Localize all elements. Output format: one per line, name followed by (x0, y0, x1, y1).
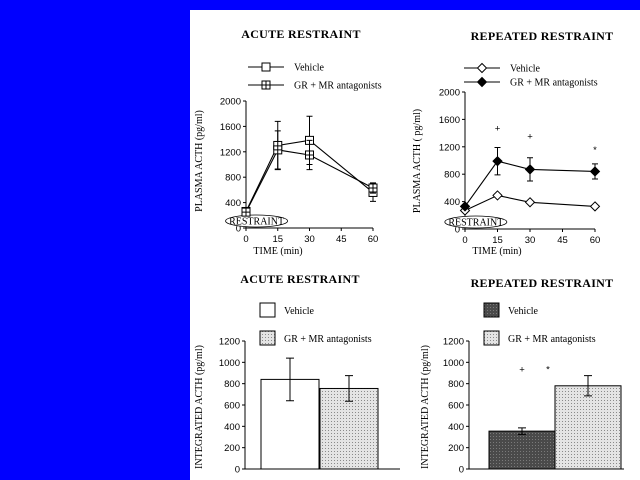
legend-label: GR + MR antagonists (284, 334, 372, 345)
y-tick-label: 600 (448, 401, 464, 412)
x-tick-label: 60 (590, 235, 601, 246)
data-point (524, 197, 536, 208)
figure-panel: ACUTE RESTRAINT PLASMA ACTH (pg/ml) TIME… (190, 10, 640, 480)
significance-mark: + (495, 123, 501, 134)
x-tick-label: 15 (272, 234, 283, 245)
y-tick-label: 2000 (220, 97, 241, 108)
data-point (492, 190, 503, 201)
legend-label: Vehicle (294, 63, 325, 74)
chart-title: ACUTE RESTRAINT (240, 272, 360, 286)
bar (488, 430, 556, 470)
chart-title: ACUTE RESTRAINT (241, 27, 361, 41)
data-point (589, 201, 601, 212)
y-axis-label: INTEGRATED ACTH (pg/ml) (194, 345, 205, 469)
y-tick-label: 0 (236, 224, 241, 235)
y-tick-label: 0 (235, 465, 240, 476)
legend-label: GR + MR antagonists (294, 81, 382, 92)
y-tick-label: 1600 (220, 122, 241, 133)
significance-mark: * (546, 365, 550, 376)
series-line (245, 149, 374, 213)
legend-label: Vehicle (510, 64, 541, 75)
y-axis-label: PLASMA ACTH (pg/ml) (194, 110, 205, 212)
repeated-bar-chart: REPEATED RESTRAINT INTEGRATED ACTH (pg/m… (420, 276, 624, 476)
y-axis-label: PLASMA ACTH ( pg/ml) (412, 109, 423, 213)
data-point (589, 166, 601, 177)
x-tick-label: 15 (492, 235, 503, 246)
y-tick-label: 800 (224, 379, 240, 390)
x-tick-label: 0 (243, 234, 248, 245)
series-line (464, 160, 596, 207)
y-tick-label: 800 (448, 379, 464, 390)
series-line (464, 194, 596, 212)
y-tick-label: 2000 (439, 88, 460, 99)
x-axis-label: TIME (min) (253, 246, 302, 257)
error-bar (518, 427, 526, 435)
y-tick-label: 600 (224, 401, 240, 412)
figure-canvas: ACUTE RESTRAINT PLASMA ACTH (pg/ml) TIME… (194, 27, 624, 476)
legend-swatch (483, 302, 500, 318)
y-axis-label: INTEGRATED ACTH (pg/ml) (420, 345, 431, 469)
x-tick-label: 45 (336, 234, 347, 245)
error-bar (584, 375, 592, 397)
y-tick-label: 1600 (439, 115, 460, 126)
legend-label: Vehicle (284, 306, 315, 317)
chart-title: REPEATED RESTRAINT (471, 276, 614, 290)
legend-swatch (483, 330, 500, 346)
legend-label: GR + MR antagonists (508, 334, 596, 345)
x-tick-label: 0 (462, 235, 467, 246)
chart-title: REPEATED RESTRAINT (471, 29, 614, 43)
data-point (524, 164, 536, 175)
y-tick-label: 0 (459, 465, 464, 476)
significance-mark: * (593, 145, 597, 156)
y-tick-label: 400 (224, 422, 240, 433)
x-tick-label: 60 (368, 234, 379, 245)
y-tick-label: 800 (225, 173, 241, 184)
acute-line-chart: ACUTE RESTRAINT PLASMA ACTH (pg/ml) TIME… (194, 27, 382, 257)
y-tick-label: 0 (455, 225, 460, 236)
data-point (459, 201, 471, 212)
y-tick-label: 1200 (443, 337, 464, 348)
y-tick-label: 1000 (443, 358, 464, 369)
restraint-ellipse (444, 215, 508, 229)
series-line (245, 139, 374, 212)
restraint-label: RESTRAINT (229, 217, 284, 228)
legend-label: GR + MR antagonists (510, 78, 598, 89)
acute-bar-chart: ACUTE RESTRAINT INTEGRATED ACTH (pg/ml) … (194, 272, 400, 476)
legend-swatch (259, 302, 276, 318)
restraint-label: RESTRAINT (448, 218, 503, 229)
restraint-ellipse (225, 214, 288, 228)
significance-mark: + (527, 131, 533, 142)
x-axis-label: TIME (min) (472, 246, 521, 257)
y-tick-label: 400 (444, 197, 460, 208)
legend-label: Vehicle (508, 306, 539, 317)
y-tick-label: 400 (225, 198, 241, 209)
legend-swatch (259, 330, 276, 346)
legend-marker-cross (262, 81, 270, 89)
data-point-cross (369, 183, 377, 192)
data-point-cross (273, 145, 282, 154)
legend-marker (476, 62, 488, 74)
error-bar (286, 357, 294, 402)
y-tick-label: 800 (444, 170, 460, 181)
y-tick-label: 1200 (439, 142, 460, 153)
legend-marker (476, 76, 488, 88)
y-tick-label: 200 (448, 443, 464, 454)
y-tick-label: 1000 (219, 358, 240, 369)
x-tick-label: 30 (304, 234, 315, 245)
x-tick-label: 30 (525, 235, 536, 246)
bar (554, 385, 622, 470)
x-tick-label: 45 (557, 235, 568, 246)
error-bar (345, 375, 353, 402)
data-point (492, 155, 503, 167)
bar (319, 387, 379, 470)
y-tick-label: 1200 (219, 337, 240, 348)
legend-marker (261, 62, 271, 72)
repeated-line-chart: REPEATED RESTRAINT PLASMA ACTH ( pg/ml) … (412, 29, 613, 257)
y-tick-label: 200 (224, 443, 240, 454)
data-point-cross (242, 208, 250, 217)
significance-mark: + (519, 365, 525, 376)
y-tick-label: 1200 (220, 147, 241, 158)
y-tick-label: 400 (448, 422, 464, 433)
data-point-cross (305, 150, 314, 159)
